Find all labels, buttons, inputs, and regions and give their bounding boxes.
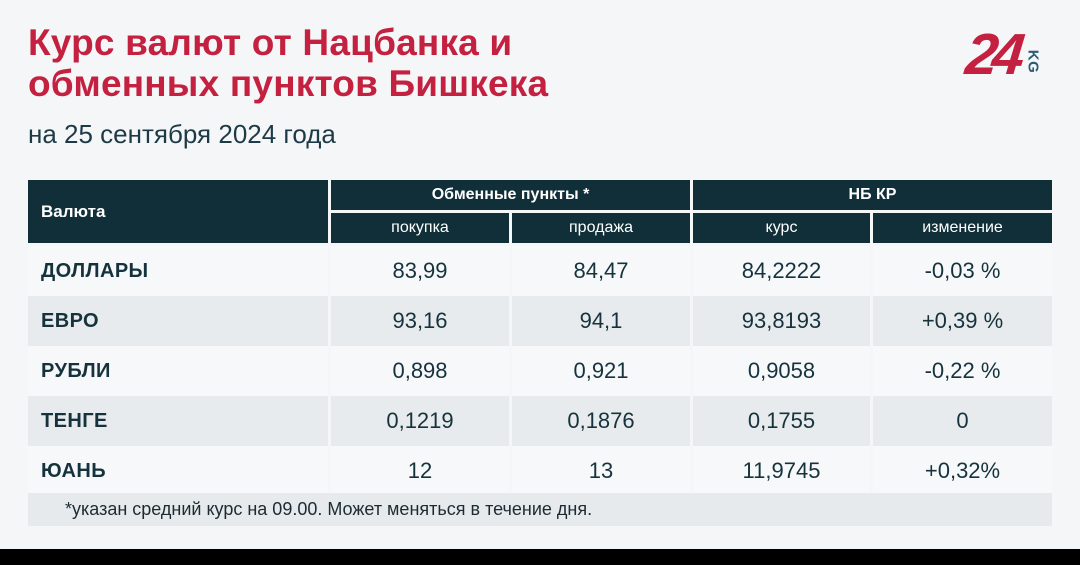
- cell-sell: 13: [512, 446, 690, 496]
- logo-kg-label: KG: [1023, 49, 1041, 74]
- date-subtitle: на 25 сентября 2024 года: [28, 119, 336, 149]
- table-row-dollars: ДОЛЛАРЫ 83,99 84,47 84,2222 -0,03 %: [28, 246, 1052, 296]
- cell-sell: 94,1: [512, 296, 690, 346]
- cell-sell: 0,1876: [512, 396, 690, 446]
- cell-rate: 0,1755: [693, 396, 870, 446]
- cell-change: +0,39 %: [873, 296, 1052, 346]
- bottom-black-bar: [0, 549, 1080, 565]
- table-header: Валюта Обменные пункты * НБ КР покупка п…: [28, 180, 1052, 243]
- currency-rate-table: Валюта Обменные пункты * НБ КР покупка п…: [28, 180, 1052, 496]
- masthead: Курс валют от Нацбанка и обменных пункто…: [28, 22, 1052, 150]
- header-currency: Валюта: [28, 180, 328, 243]
- cell-buy: 0,1219: [331, 396, 509, 446]
- cell-change: -0,03 %: [873, 246, 1052, 296]
- cell-change: -0,22 %: [873, 346, 1052, 396]
- cell-currency: ТЕНГЕ: [28, 396, 328, 446]
- cell-change: 0: [873, 396, 1052, 446]
- cell-sell: 84,47: [512, 246, 690, 296]
- logo-24-icon: 24: [962, 22, 1022, 87]
- table-row-tenge: ТЕНГЕ 0,1219 0,1876 0,1755 0: [28, 396, 1052, 446]
- cell-buy: 0,898: [331, 346, 509, 396]
- cell-change: +0,32%: [873, 446, 1052, 496]
- cell-currency: ДОЛЛАРЫ: [28, 246, 328, 296]
- header-sell: продажа: [512, 213, 690, 243]
- cell-buy: 93,16: [331, 296, 509, 346]
- table-row-yuan: ЮАНЬ 12 13 11,9745 +0,32%: [28, 446, 1052, 496]
- table-body: ДОЛЛАРЫ 83,99 84,47 84,2222 -0,03 % ЕВРО…: [28, 246, 1052, 496]
- cell-rate: 0,9058: [693, 346, 870, 396]
- header-buy: покупка: [331, 213, 509, 243]
- cell-currency: ЕВРО: [28, 296, 328, 346]
- footnote-strip: *указан средний курс на 09.00. Может мен…: [28, 493, 1052, 526]
- cell-rate: 11,9745: [693, 446, 870, 496]
- page-title: Курс валют от Нацбанка и обменных пункто…: [28, 22, 1052, 104]
- header-group-nbkr: НБ КР: [693, 180, 1052, 210]
- logo-24kg: 24 KG: [962, 22, 1044, 87]
- header-rate: курс: [693, 213, 870, 243]
- page-title-line1: Курс валют от Нацбанка и: [28, 22, 513, 63]
- cell-rate: 93,8193: [693, 296, 870, 346]
- cell-sell: 0,921: [512, 346, 690, 396]
- cell-currency: ЮАНЬ: [28, 446, 328, 496]
- cell-buy: 83,99: [331, 246, 509, 296]
- cell-buy: 12: [331, 446, 509, 496]
- page-title-line2: обменных пунктов Бишкека: [28, 63, 549, 104]
- cell-rate: 84,2222: [693, 246, 870, 296]
- cell-currency: РУБЛИ: [28, 346, 328, 396]
- table-row-euro: ЕВРО 93,16 94,1 93,8193 +0,39 %: [28, 296, 1052, 346]
- header-group-exchange-points: Обменные пункты *: [331, 180, 690, 210]
- header-change: изменение: [873, 213, 1052, 243]
- table-row-rubles: РУБЛИ 0,898 0,921 0,9058 -0,22 %: [28, 346, 1052, 396]
